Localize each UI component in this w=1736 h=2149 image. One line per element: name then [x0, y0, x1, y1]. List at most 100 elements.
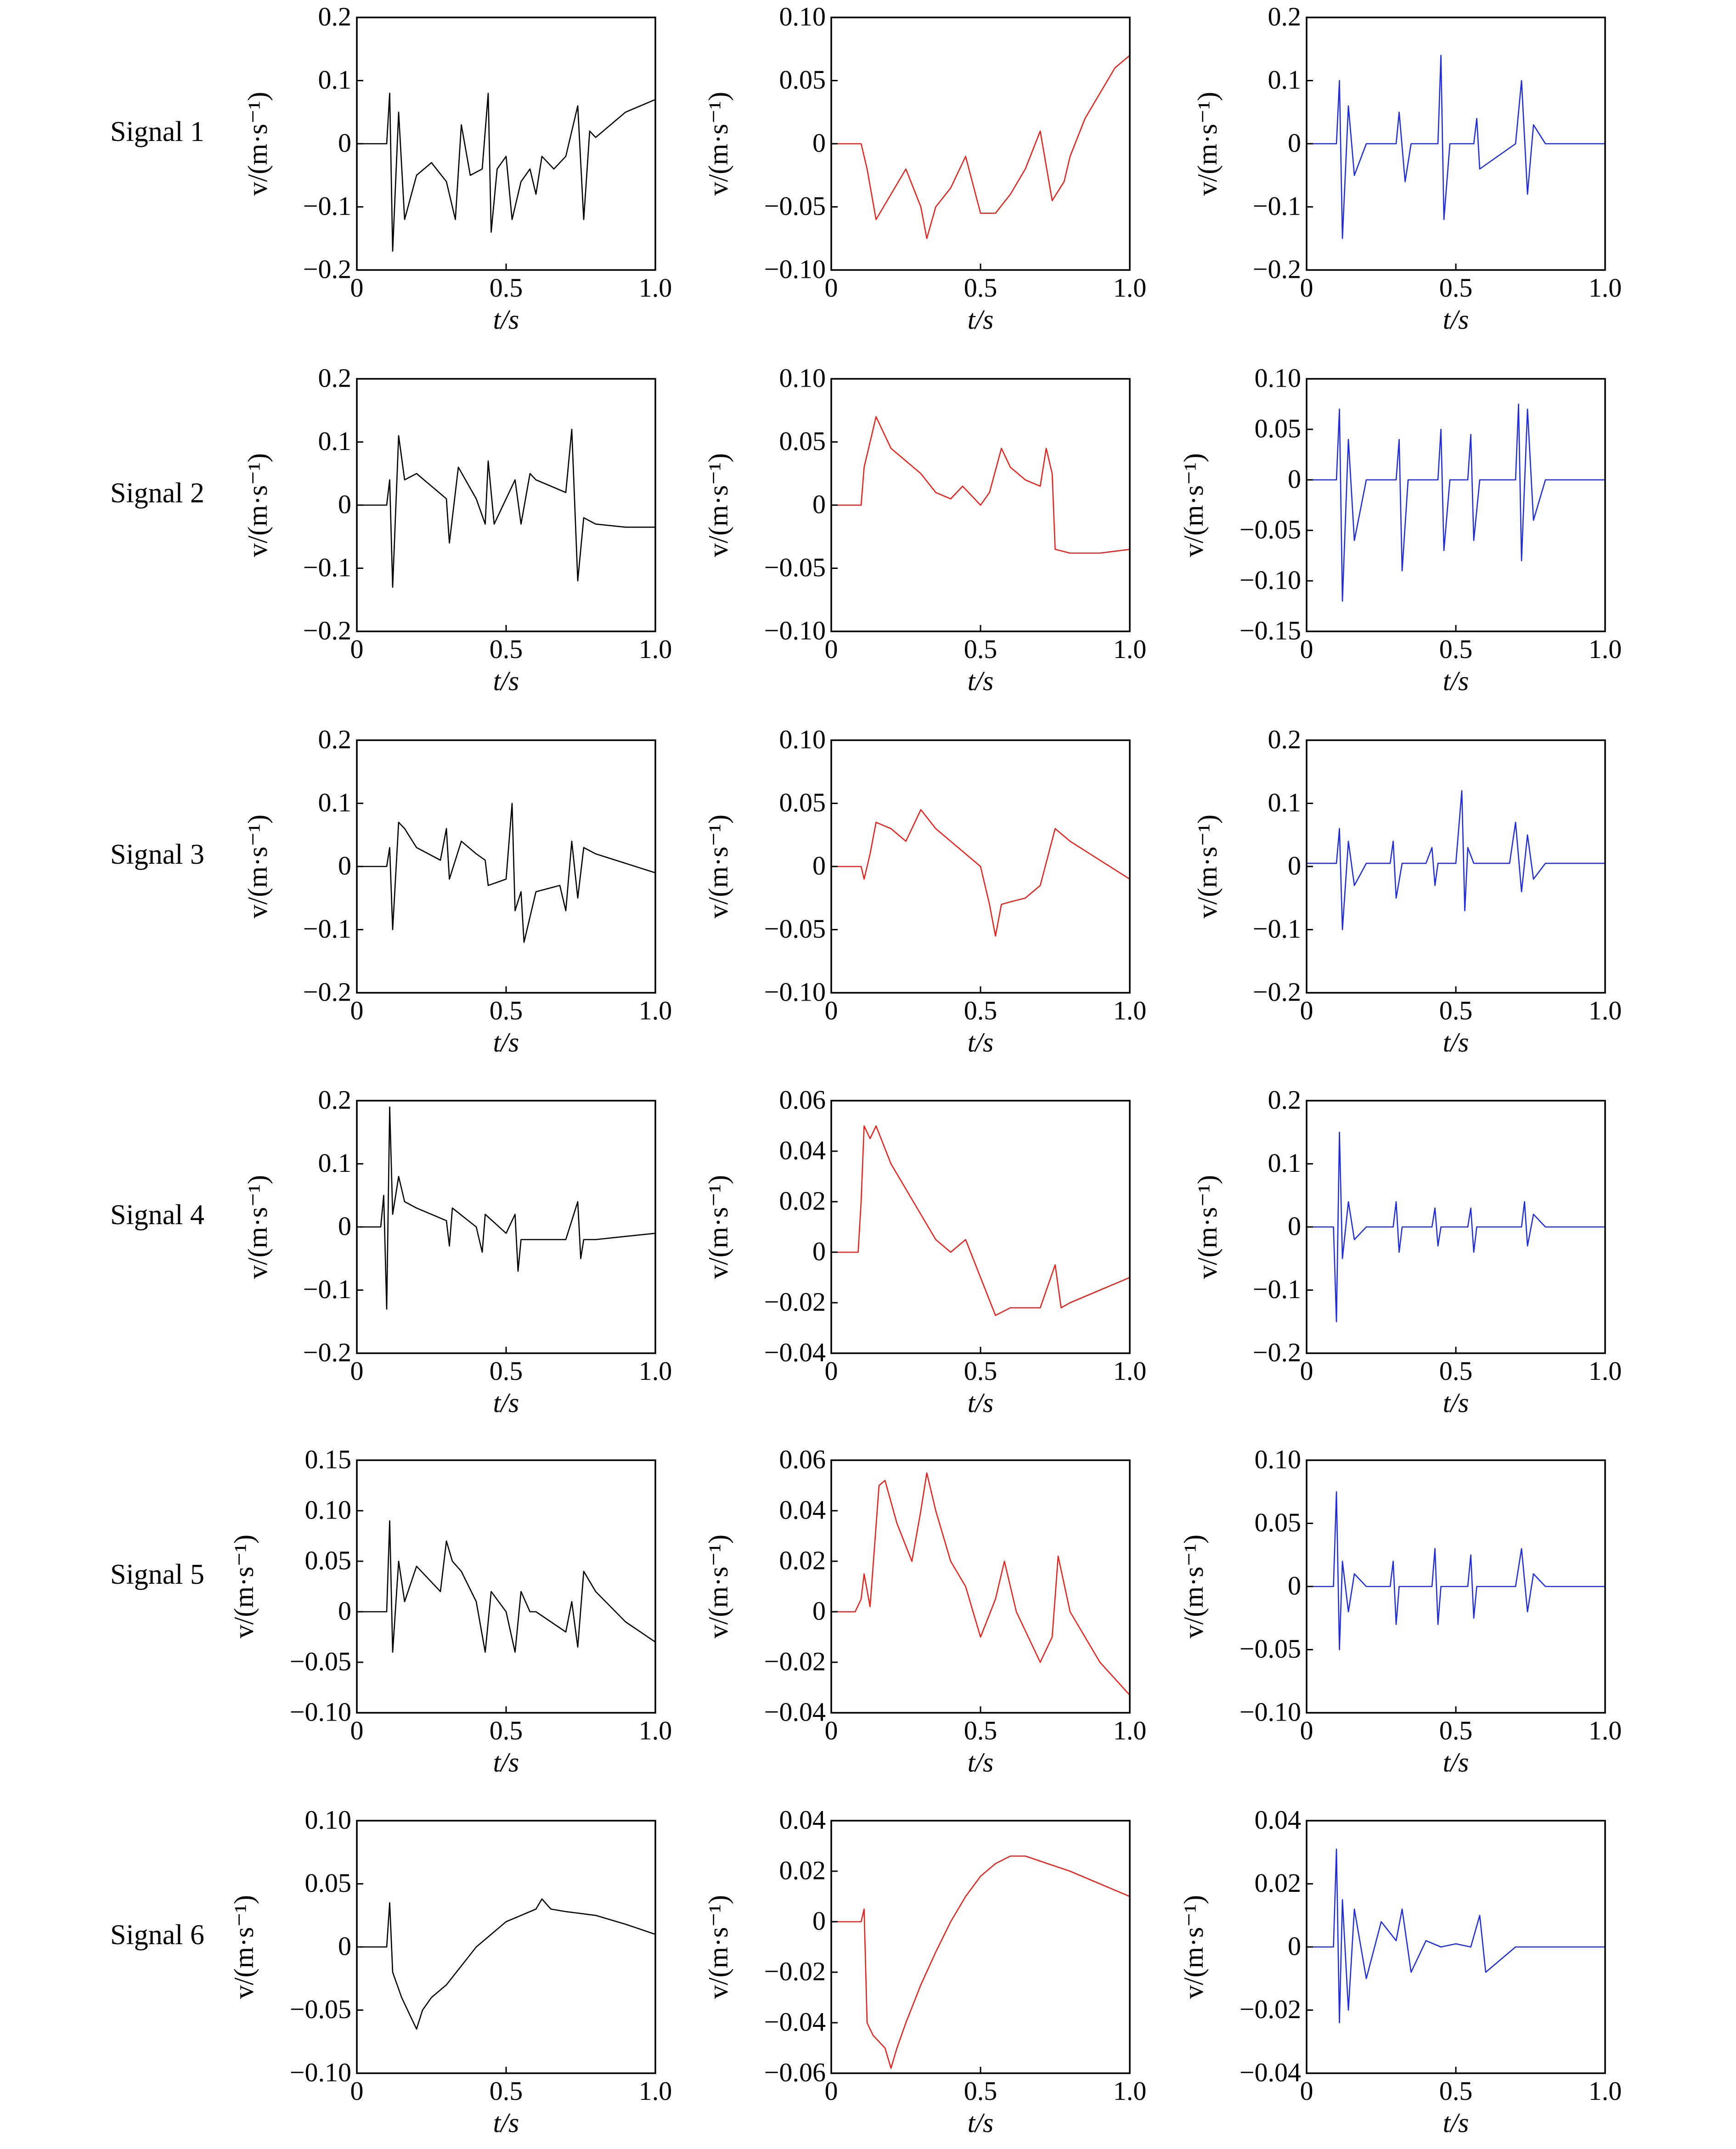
series-line [1306, 1848, 1606, 2024]
y-axis-label: v/(m·s⁻¹) [1192, 815, 1223, 918]
x-axis-label: t/s [493, 1747, 519, 1778]
y-tick-label: −0.05 [1240, 514, 1301, 544]
y-tick-label: −0.05 [764, 914, 826, 944]
series-line [356, 92, 656, 252]
plot-panel: −0.10 −0.05 0 0.05 0.10 0 0.5 1.0 t/s v/(m·s⁻¹) [703, 724, 1146, 1058]
signal-row-3: Signal 3−0.2−0.100.10.20 0.5 1.0t/sv/(m·s⁻… [110, 724, 1622, 1058]
y-tick-label: −0.10 [1240, 1697, 1301, 1727]
x-tick-label: 0.5 [964, 1356, 998, 1386]
y-tick-label: −0.04 [764, 1337, 826, 1367]
x-axis-label: t/s [968, 1747, 994, 1778]
plot-panel: −0.15 −0.10 −0.05 0 0.05 0.10 0 0.5 1.0 t/s v/(m·s… [1178, 363, 1622, 696]
y-tick-label: 0.1 [318, 1148, 352, 1178]
x-tick-label: 1.0 [639, 2076, 672, 2106]
x-tick-label: 0.5 [964, 273, 998, 303]
y-axis-label: v/(m·s⁻¹) [242, 1175, 273, 1279]
y-tick-label: 0.06 [779, 1444, 826, 1474]
y-tick-label: 0.05 [779, 426, 826, 456]
plot-frame [356, 1100, 656, 1354]
y-tick-label: 0 [338, 1596, 351, 1626]
x-tick-label: 0 [350, 634, 364, 664]
plot-frame [830, 1820, 1131, 2074]
plot-panel: −0.10 −0.05 0 0.05 0.10 0 0.5 1.0 t/s v/(m·s⁻¹) [703, 1, 1146, 335]
series-line [356, 1520, 656, 1653]
x-axis-label: t/s [1443, 1027, 1469, 1058]
series-line [830, 809, 1131, 937]
x-tick-label: 0 [825, 1356, 838, 1386]
x-tick-label: 1.0 [639, 1356, 672, 1386]
y-tick-label: 0.05 [305, 1868, 352, 1898]
x-axis-label: t/s [968, 2108, 994, 2138]
x-axis-label: t/s [1443, 666, 1469, 696]
y-tick-label: 0 [812, 850, 826, 880]
signal-label: Signal 4 [110, 1199, 204, 1231]
x-tick-label: 0.5 [964, 1716, 998, 1745]
y-axis-label: v/(m·s⁻¹) [1178, 453, 1209, 557]
y-tick-label: −0.1 [1253, 914, 1301, 944]
y-tick-label: 0 [338, 489, 351, 519]
plot-frame [1306, 378, 1606, 632]
y-axis-label: v/(m·s⁻¹) [1192, 92, 1223, 196]
y-tick-label: 0.1 [318, 426, 352, 456]
y-tick-label: 0.1 [1268, 65, 1302, 95]
series-line [356, 1898, 656, 2030]
plot-panel: −0.04 −0.02 0 0.02 0.04 0.06 0 0.5 1.0 t/s v/(m·s⁻… [703, 1444, 1146, 1778]
y-tick-label: 0 [812, 489, 826, 519]
y-tick-label: −0.2 [1253, 254, 1301, 284]
x-tick-label: 0.5 [1439, 1356, 1473, 1386]
y-tick-label: 0 [338, 850, 351, 880]
plot-panel: −0.10 −0.05 0 0.05 0.10 0 0.5 1.0 t/s v/(m·s⁻¹) [1178, 1444, 1622, 1778]
y-tick-label: −0.10 [1240, 565, 1301, 595]
plot-panel: −0.2 −0.1 0 0.1 0.2 0 0.5 1.0 t/s v/(m·s⁻¹) [242, 363, 672, 696]
signal-label: Signal 3 [110, 839, 204, 870]
y-tick-label: 0.2 [1268, 1085, 1302, 1114]
y-axis-label: v/(m·s⁻¹) [1178, 1895, 1209, 1999]
y-tick-label: −0.2 [1253, 977, 1301, 1007]
y-tick-label: 0.05 [1255, 1508, 1302, 1537]
y-tick-label: 0 [812, 128, 826, 158]
y-tick-label: −0.1 [303, 1274, 351, 1304]
y-tick-label: 0.04 [1255, 1805, 1302, 1834]
x-tick-label: 0 [1300, 634, 1313, 664]
x-tick-label: 0.5 [1439, 2076, 1473, 2106]
signal-label: Signal 5 [110, 1559, 204, 1590]
series-line [1306, 55, 1606, 239]
y-tick-label: 0.10 [779, 1, 826, 31]
y-tick-label: −0.04 [764, 2007, 826, 2036]
x-tick-label: 0 [1300, 996, 1313, 1025]
series-line [1306, 790, 1606, 930]
y-tick-label: −0.02 [764, 1287, 826, 1316]
y-tick-label: 0.2 [318, 724, 352, 754]
y-tick-label: 0 [1288, 1570, 1301, 1600]
plot-panel: −0.04 −0.02 0 0.02 0.04 0.06 0 0.5 1.0 t/s v/(m·s⁻… [703, 1085, 1146, 1418]
y-tick-label: 0.1 [1268, 1148, 1302, 1178]
x-axis-label: t/s [968, 1388, 994, 1418]
plot-panel: −0.04 −0.02 0 0.02 0.04 0 0.5 1.0 t/s v/(m·s⁻¹) [1178, 1805, 1622, 2138]
y-tick-label: 0 [338, 1931, 351, 1961]
x-axis-label: t/s [1443, 304, 1469, 335]
y-tick-label: 0.2 [1268, 1, 1302, 31]
y-tick-label: −0.02 [764, 1956, 826, 1986]
x-axis-label: t/s [493, 304, 519, 335]
x-tick-label: 0 [350, 1356, 364, 1386]
y-tick-label: −0.10 [764, 615, 826, 645]
x-axis-label: t/s [1443, 2108, 1469, 2138]
signal-row-2: Signal 2−0.2−0.100.10.20 0.5 1.0t/sv/(m·s⁻… [110, 363, 1622, 696]
x-tick-label: 1.0 [639, 273, 672, 303]
y-tick-label: 0 [812, 1236, 826, 1266]
plot-panel: −0.10 −0.05 0 0.05 0.10 0 0.5 1.0 t/s v/(m·s⁻¹) [703, 363, 1146, 696]
y-tick-label: 0.04 [779, 1495, 826, 1525]
x-tick-label: 0.5 [490, 273, 523, 303]
x-tick-label: 0.5 [1439, 1716, 1473, 1745]
y-tick-label: −0.1 [303, 914, 351, 944]
y-tick-label: 0.05 [779, 65, 826, 95]
y-tick-label: −0.2 [303, 977, 351, 1007]
x-tick-label: 1.0 [1113, 1356, 1147, 1386]
y-tick-label: −0.06 [764, 2057, 826, 2087]
y-axis-label: v/(m·s⁻¹) [229, 1895, 259, 1999]
y-tick-label: 0.10 [779, 363, 826, 393]
x-tick-label: 0.5 [490, 2076, 523, 2106]
series-line [830, 1472, 1131, 1696]
x-tick-label: 1.0 [1589, 1716, 1622, 1745]
x-tick-label: 1.0 [1589, 273, 1622, 303]
